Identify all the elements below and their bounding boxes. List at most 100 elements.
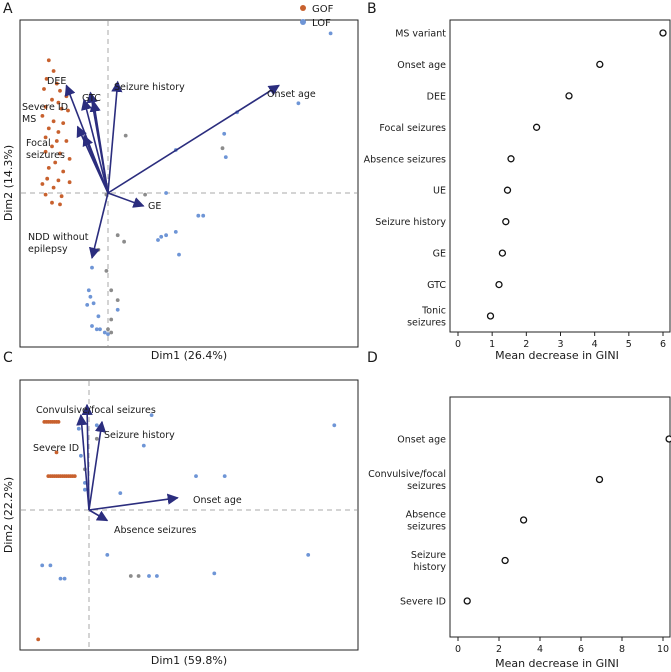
panel-a-point-lof — [88, 294, 93, 299]
panel-c-vector-label: Onset age — [193, 495, 242, 506]
panel-c-point-lof — [76, 426, 81, 431]
panel-a-point-lof — [223, 155, 228, 160]
panel-b-importance-point — [507, 155, 515, 163]
panel-c-point-lof — [40, 563, 45, 568]
panel-c-plot: Onset age Convulsive/focal seizures Severe… — [21, 381, 357, 649]
panel-a-point-lof — [164, 191, 169, 195]
panel-letter-c: C — [3, 350, 13, 366]
panel-a-point-lof — [106, 332, 110, 336]
panel-c-point-lof — [48, 563, 53, 568]
panel-a-point-lof — [91, 301, 96, 306]
panel-b-importance-point — [659, 29, 667, 37]
panel-a-vector-arrow — [81, 98, 109, 194]
panel-a-point-lof — [90, 324, 94, 328]
panel-d-x-tick-label: 8 — [619, 644, 625, 655]
panel-c-point-gof — [72, 474, 77, 478]
panel-c-point-gof — [36, 637, 41, 642]
panel-a-point-gof — [51, 185, 56, 190]
panel-a-point-lof — [328, 31, 333, 36]
panel-a-vector-label: Focal seizures — [26, 138, 65, 161]
panel-a-point-lof — [173, 230, 178, 234]
panel-b-importance-point — [565, 92, 573, 100]
panel-a-point-gof — [54, 139, 59, 143]
panel-a-point-gof — [56, 130, 61, 134]
panel-c-vector-arrow — [88, 509, 109, 522]
panel-b-importance-point — [502, 218, 510, 226]
panel-a-point-lof — [222, 131, 227, 136]
panel-d-importance-point — [595, 475, 604, 484]
panel-b-importance-point — [532, 123, 541, 131]
panel-d-frame — [449, 396, 671, 638]
legend-lof-marker — [300, 19, 306, 25]
panel-b-category-label: Tonic seizures — [407, 306, 446, 329]
panel-a-ylabel: Dim2 (14.3%) — [2, 145, 15, 221]
panel-b-category-label: Onset age — [397, 60, 446, 71]
panel-a-point-gof — [46, 166, 51, 170]
panel-a-vector-label: Seizure history — [114, 82, 185, 93]
panel-c-point-gof — [56, 420, 61, 424]
panel-a-point-gof — [50, 200, 54, 205]
legend-lof-label: LOF — [312, 18, 331, 29]
panel-b-category-label: Seizure history — [375, 217, 446, 228]
panel-a-xlabel: Dim1 (26.4%) — [151, 349, 227, 362]
panel-b-x-tick-label: 0 — [455, 339, 461, 350]
panel-a-point-other — [109, 317, 114, 322]
panel-d-importance-point — [665, 435, 671, 443]
panel-a-point-other — [115, 233, 120, 238]
panel-a-point-gof — [58, 151, 62, 156]
panel-a-point-other — [143, 192, 148, 197]
panel-b-x-tick-label: 2 — [523, 339, 529, 350]
panel-a-point-gof — [43, 135, 48, 140]
panel-b-x-tick-label: 4 — [592, 339, 598, 350]
panel-d-category-label: Onset age — [397, 435, 446, 446]
panel-b-x-tick-label: 3 — [557, 339, 563, 350]
panel-c-point-lof — [118, 491, 123, 495]
panel-a-vector-arrow — [107, 80, 123, 194]
panel-c-vector-label: Convulsive/focal seizures — [36, 405, 156, 416]
panel-a-plot: Onset age Seizure history GTC DEE Severe ID M… — [21, 21, 357, 346]
panel-b-category-label: Absence seizures — [364, 154, 446, 165]
panel-a-point-other — [96, 247, 101, 252]
panel-a-point-other — [115, 298, 120, 302]
panel-a-point-lof — [201, 213, 206, 218]
panel-c-frame — [19, 379, 359, 651]
panel-d-importance-point — [501, 556, 509, 565]
panel-b-plot: 0 1 2 3 4 5 6 MS variant Onset age DEE Focal seizu… — [364, 29, 667, 350]
panel-a-frame — [19, 19, 359, 348]
panel-a-point-gof — [43, 149, 48, 154]
panel-a-point-gof — [46, 126, 51, 131]
panel-a-point-gof — [66, 108, 70, 113]
panel-a-point-gof — [67, 180, 72, 185]
panel-c-vector-label: Seizure history — [104, 430, 175, 441]
panel-b-x-tick-label: 1 — [489, 339, 495, 350]
panel-a-point-gof — [44, 77, 49, 81]
panel-d-x-tick-label: 6 — [578, 644, 584, 655]
panel-b-frame — [449, 19, 671, 333]
panel-d-category-label: Convulsive/focal seizures — [368, 469, 446, 492]
panel-b-category-label: UE — [433, 186, 446, 197]
panel-a-point-lof — [296, 101, 301, 106]
panel-a-vector-label: GE — [148, 201, 161, 212]
panel-a-point-gof — [40, 182, 45, 186]
panel-a-point-lof — [86, 288, 91, 293]
panel-c-point-lof — [58, 576, 63, 581]
panel-b-importance-point — [486, 312, 495, 320]
panel-c-point-other — [94, 436, 99, 441]
panel-a-vector-arrow — [82, 134, 109, 194]
panel-a-vector-label: Onset age — [267, 89, 316, 100]
panel-c-point-lof — [79, 453, 83, 458]
panel-a-point-gof — [50, 144, 54, 149]
panel-a-point-lof — [98, 327, 102, 332]
panel-b-importance-point — [596, 60, 604, 69]
panel-a-vector-arrow — [107, 84, 280, 194]
panel-c-point-lof — [62, 576, 67, 581]
panel-a-point-gof — [43, 192, 48, 197]
panel-c-point-gof — [54, 450, 59, 455]
panel-a-point-gof — [59, 106, 64, 111]
panel-a-legend: GOF LOF — [300, 4, 334, 29]
panel-a-point-other — [106, 327, 110, 332]
panel-b-category-label: GE — [433, 249, 446, 260]
panel-d-importance-point — [519, 516, 528, 524]
panel-a-point-other — [123, 133, 128, 138]
panel-b-category-label: Focal seizures — [379, 123, 446, 134]
